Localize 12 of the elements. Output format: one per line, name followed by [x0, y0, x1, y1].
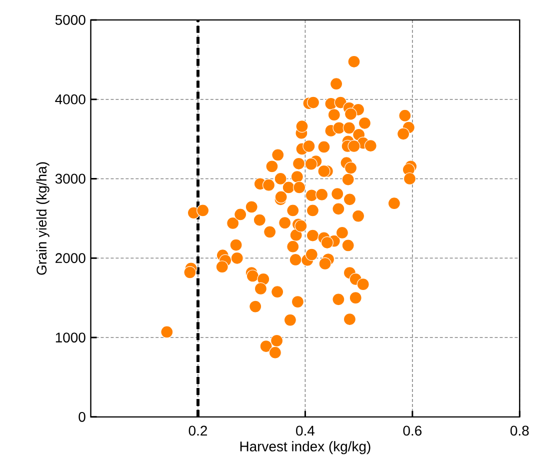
y-axis-title: Grain yield (kg/ha)	[36, 162, 50, 275]
y-tick-label: 5000	[55, 15, 86, 26]
y-tick-label: 4000	[55, 94, 86, 104]
y-tick-label: 3000	[55, 174, 86, 184]
y-tick-label: 0	[78, 412, 86, 422]
x-tick-label: 0.6	[403, 426, 422, 436]
y-tick-label: 2000	[56, 253, 86, 264]
x-tick-label: 0.4	[296, 426, 314, 436]
x-tick-label: 0.2	[188, 426, 207, 436]
x-axis-title: Harvest index (kg/kg)	[240, 441, 370, 454]
y-tick-label: 1000	[56, 332, 86, 343]
x-tick-label: 0.8	[510, 426, 529, 436]
